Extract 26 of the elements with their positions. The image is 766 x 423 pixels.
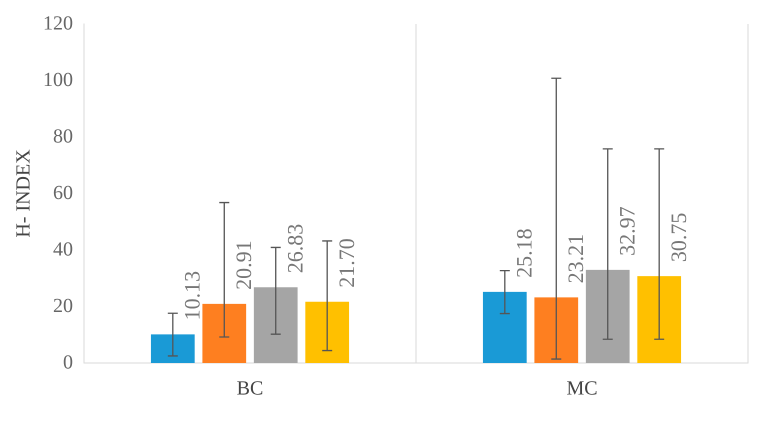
y-axis-title: H- INDEX [12,148,34,238]
data-label: 32.97 [614,206,640,256]
bar [482,292,527,363]
x-tick-label: BC [236,377,264,400]
data-label: 26.83 [282,224,308,274]
bar [305,302,350,363]
data-label: 25.18 [512,228,537,278]
bar [254,287,298,363]
y-tick-label: 20 [53,294,73,317]
data-label: 21.70 [334,238,359,288]
y-tick-label: 60 [53,182,73,204]
y-tick-label: 100 [43,68,73,91]
y-tick-label: 40 [53,238,73,260]
x-tick-label: MC [566,377,598,400]
data-label: 20.91 [231,240,256,290]
y-tick-label: 0 [63,351,73,374]
bar [534,297,578,363]
bar [150,334,195,363]
y-tick-label: 80 [53,125,73,148]
bar [637,276,682,363]
y-tick-label: 120 [43,12,73,34]
data-label: 30.75 [666,212,691,262]
data-label: 10.13 [180,270,205,320]
data-label: 23.21 [563,234,588,284]
bar [586,270,630,363]
bar [202,304,246,363]
